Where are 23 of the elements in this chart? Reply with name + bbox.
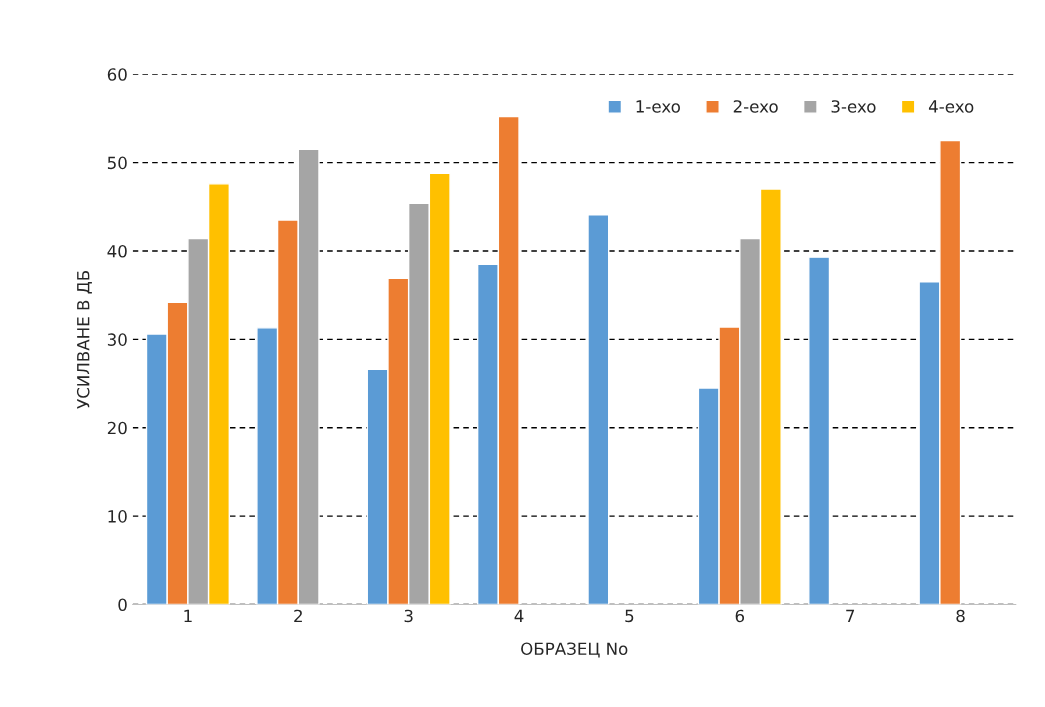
legend-label: 3-exo bbox=[831, 100, 876, 113]
y-tick-label: 50 bbox=[107, 156, 127, 170]
bar bbox=[587, 214, 610, 605]
x-tick-label: 4 bbox=[514, 609, 524, 623]
y-axis-title: УСИЛВАНЕ В ДБ bbox=[76, 270, 92, 409]
x-tick-label: 5 bbox=[625, 609, 634, 623]
y-tick-label: 20 bbox=[107, 421, 127, 435]
y-tick-label: 40 bbox=[107, 244, 127, 258]
x-tick-label: 8 bbox=[956, 609, 965, 623]
x-tick-label: 6 bbox=[735, 609, 745, 623]
legend-label: 4-exo bbox=[928, 100, 974, 113]
bar bbox=[808, 256, 831, 605]
x-tick-label: 2 bbox=[294, 609, 302, 623]
x-tick-label: 3 bbox=[404, 609, 413, 623]
x-tick-label: 1 bbox=[184, 609, 192, 623]
y-tick-label: 60 bbox=[107, 68, 127, 81]
x-axis-title: ОБРАЗЕЦ No bbox=[521, 642, 628, 658]
y-tick-label: 30 bbox=[107, 333, 127, 346]
legend-label: 2-exo bbox=[733, 100, 778, 113]
legend-label: 1-exo bbox=[636, 100, 680, 113]
y-tick-label: 10 bbox=[108, 510, 127, 523]
y-tick-label: 0 bbox=[118, 598, 127, 612]
x-tick-label: 7 bbox=[846, 609, 855, 623]
